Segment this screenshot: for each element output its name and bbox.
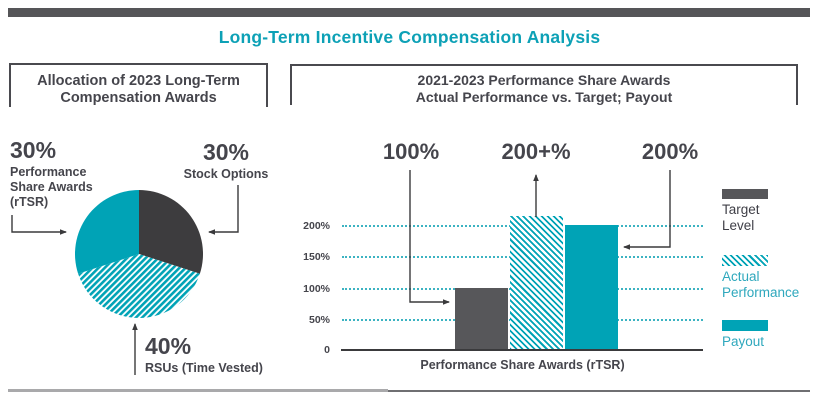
right-panel-title-line1: 2021-2023 Performance Share Awards bbox=[417, 72, 671, 88]
pie-chart bbox=[75, 190, 203, 318]
annotation-actual-200plus: 200+% bbox=[501, 139, 571, 164]
arrow-target-100 bbox=[409, 170, 450, 305]
legend-label-payout: Payout bbox=[722, 334, 765, 349]
legend-swatch-payout bbox=[722, 320, 768, 331]
pie-slice-performance-share-awards bbox=[75, 190, 139, 274]
annotation-payout-200: 200% bbox=[641, 139, 699, 164]
x-axis-title: Performance Share Awards (rTSR) bbox=[420, 358, 625, 372]
pie-label-stock-options: 30% Stock Options bbox=[178, 140, 274, 182]
right-panel-title-line2: Actual Performance vs. Target; Payout bbox=[415, 89, 673, 105]
pie-label-stock-options-text: Stock Options bbox=[183, 167, 269, 181]
page-title: Long-Term Incentive Compensation Analysi… bbox=[218, 27, 601, 47]
legend-swatch-actual-performance bbox=[722, 255, 768, 266]
ytick-50: 50% bbox=[308, 314, 330, 326]
pie-pct-stock-options: 30% bbox=[202, 139, 250, 165]
legend-label-target-level: Target Level bbox=[722, 202, 760, 233]
pie-slice-rsus bbox=[78, 254, 200, 318]
right-panel-header: 2021-2023 Performance Share Awards Actua… bbox=[290, 64, 798, 105]
pie-label-rsus-text: RSUs (Time Vested) bbox=[145, 361, 263, 375]
annotation-target-100: 100% bbox=[382, 139, 440, 164]
legend-swatch-target-level bbox=[722, 189, 768, 199]
ytick-100: 100% bbox=[303, 283, 330, 295]
ytick-200: 200% bbox=[303, 220, 330, 232]
pie-slice-stock-options bbox=[139, 190, 203, 274]
pie-label-performance-share-awards-text: Performance Share Awards (rTSR) bbox=[10, 165, 93, 209]
bottom-rule-right bbox=[388, 390, 810, 392]
pie-pct-rsus: 40% bbox=[145, 333, 192, 359]
x-axis-line bbox=[341, 349, 703, 351]
pie-label-performance-share-awards: 30% Performance Share Awards (rTSR) bbox=[10, 138, 110, 210]
left-panel-header: Allocation of 2023 Long-Term Compensatio… bbox=[9, 63, 268, 107]
pie-pct-performance-share-awards: 30% bbox=[10, 137, 57, 163]
ytick-150: 150% bbox=[303, 251, 330, 263]
top-accent-bar bbox=[8, 8, 810, 17]
ytick-0: 0 bbox=[324, 344, 330, 356]
pie-label-rsus: 40% RSUs (Time Vested) bbox=[145, 334, 280, 376]
arrow-performance-share-awards bbox=[11, 215, 67, 235]
bottom-rule-left bbox=[8, 389, 388, 392]
left-panel-title-line1: Allocation of 2023 Long-Term bbox=[37, 73, 240, 89]
left-panel-title-line2: Compensation Awards bbox=[60, 90, 217, 106]
bar-actual-performance bbox=[510, 216, 563, 350]
legend-label-actual-performance: Actual Performance bbox=[722, 269, 800, 300]
arrow-stock-options bbox=[208, 185, 239, 235]
bar-payout bbox=[565, 225, 618, 350]
bar-target-level bbox=[455, 288, 508, 350]
arrow-payout-200 bbox=[623, 170, 671, 250]
